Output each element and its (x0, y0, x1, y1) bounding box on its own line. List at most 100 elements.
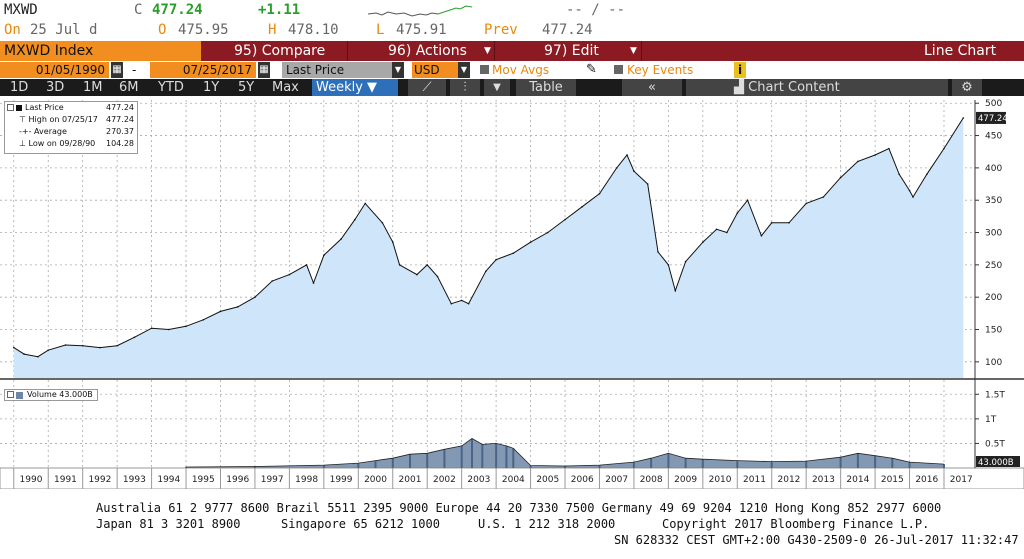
legend-high-text: High on 07/25/17 (28, 115, 98, 124)
x-tick-label: 1994 (157, 475, 180, 485)
period-ytd[interactable]: YTD (158, 80, 184, 95)
price-point (305, 264, 308, 266)
legend-last-price-value: 477.24 (106, 103, 134, 112)
price-point (857, 160, 859, 163)
period-1d[interactable]: 1D (10, 80, 29, 95)
x-tick-label: 2017 (950, 475, 973, 485)
price-point (581, 205, 583, 208)
chevron-down-icon[interactable]: ▼ (392, 62, 404, 78)
chart-content-label: Chart Content (748, 80, 840, 95)
frequency-select[interactable]: Weekly ▼ (312, 79, 398, 96)
x-tick-label: 2016 (915, 475, 938, 485)
security-tab[interactable]: MXWD Index (0, 41, 201, 61)
chevron-down-icon[interactable]: ▼ (458, 62, 470, 78)
price-chart[interactable]: 100 150 200 250 300 350 400 450 500 1990 1991 1992 1… (0, 96, 1024, 489)
volume-bar (736, 460, 739, 468)
period-3d[interactable]: 3D (46, 80, 65, 95)
line-chart-icon[interactable]: ⟋ (408, 79, 446, 96)
price-point (962, 117, 965, 119)
price-point (760, 235, 763, 237)
last-price-tag-label: 477.24 (978, 114, 1008, 124)
compare-menu[interactable]: 95) Compare (234, 43, 326, 59)
gear-icon[interactable]: ⚙ (952, 79, 982, 96)
high-price: 478.10 (288, 22, 339, 38)
period-1y[interactable]: 1Y (203, 80, 220, 95)
price-point (564, 218, 566, 221)
price-point (323, 254, 325, 256)
x-tick-label: 2009 (674, 475, 697, 485)
y-tick-label: 150 (985, 326, 1002, 336)
key-events-checkbox[interactable] (614, 65, 623, 74)
price-point (288, 273, 291, 276)
mov-avgs-label[interactable]: Mov Avgs (492, 63, 550, 77)
start-date-field[interactable]: 01/05/1990 (0, 62, 109, 78)
legend-high-label: ⊤ High on 07/25/17 (19, 115, 98, 124)
period-max[interactable]: Max (272, 80, 299, 95)
volume-bar (443, 449, 446, 468)
price-point (364, 202, 367, 205)
price-point (529, 241, 532, 243)
edit-dropdown-icon[interactable]: ▼ (630, 46, 637, 56)
volume-bar (481, 444, 484, 468)
info-icon[interactable]: i (734, 62, 746, 78)
price-point (926, 173, 928, 176)
period-1m[interactable]: 1M (83, 80, 103, 95)
legend-collapse-icon[interactable] (7, 391, 14, 398)
volume-bar (770, 461, 773, 468)
price-point (715, 228, 718, 231)
chart-content-icon: ▟ (734, 80, 749, 95)
legend-low-text: Low on 09/28/90 (28, 139, 96, 148)
price-point (874, 154, 876, 156)
price-point (168, 328, 170, 331)
period-5y[interactable]: 5Y (238, 80, 255, 95)
price-point (219, 310, 222, 313)
price-point (908, 189, 911, 192)
legend-collapse-icon[interactable] (7, 104, 14, 111)
price-point (381, 222, 384, 224)
volume-legend-label: Volume 43.000B (27, 390, 93, 399)
chevron-down-icon[interactable]: ▼ (484, 79, 510, 96)
price-point (770, 222, 773, 224)
period-6m[interactable]: 6M (119, 80, 139, 95)
price-point (354, 218, 356, 221)
table-button[interactable]: Table (516, 79, 576, 96)
open-price: 475.95 (178, 22, 229, 38)
x-tick-label: 2011 (743, 475, 766, 485)
price-point (736, 212, 739, 214)
price-point (133, 336, 136, 339)
calendar-icon[interactable]: ▦ (111, 62, 123, 78)
ticker: MXWD (4, 2, 38, 18)
collapse-icon[interactable]: « (622, 79, 682, 96)
actions-menu[interactable]: 96) Actions (388, 43, 467, 59)
mov-avgs-checkbox[interactable] (480, 65, 489, 74)
calendar-icon[interactable]: ▦ (258, 62, 270, 78)
x-tick-label: 2013 (812, 475, 835, 485)
edit-menu[interactable]: 97) Edit (544, 43, 599, 59)
close-price: 477.24 (152, 2, 203, 18)
price-point (805, 202, 807, 205)
price-point (898, 173, 900, 176)
field-select[interactable]: Last Price (282, 62, 402, 78)
volume-bar (322, 465, 325, 468)
chart-content-button[interactable]: ▟ Chart Content (686, 79, 948, 96)
price-point (547, 231, 549, 234)
currency-select[interactable]: USD (412, 62, 458, 78)
chart-style-icon[interactable]: ⫶ (450, 79, 480, 96)
pencil-icon[interactable]: ✎ (586, 62, 597, 77)
controls-bar: 01/05/1990 ▦ - 07/25/2017 ▦ Last Price ▼… (0, 61, 1024, 79)
price-point (150, 327, 153, 329)
price-point (839, 176, 842, 179)
volume-bar (598, 465, 601, 468)
volume-bar (357, 463, 360, 468)
price-change: +1.11 (258, 2, 301, 18)
key-events-label[interactable]: Key Events (627, 63, 694, 77)
actions-dropdown-icon[interactable]: ▼ (484, 46, 491, 56)
menu-bar: MXWD Index 95) Compare 96) Actions ▼ 97)… (0, 41, 1024, 61)
volume-bar (856, 453, 859, 468)
volume-bar (891, 458, 894, 468)
open-label: O (158, 22, 167, 38)
volume-swatch (16, 392, 23, 399)
end-date-field[interactable]: 07/25/2017 (150, 62, 256, 78)
price-point (398, 264, 401, 266)
x-tick-label: 2006 (571, 475, 594, 485)
